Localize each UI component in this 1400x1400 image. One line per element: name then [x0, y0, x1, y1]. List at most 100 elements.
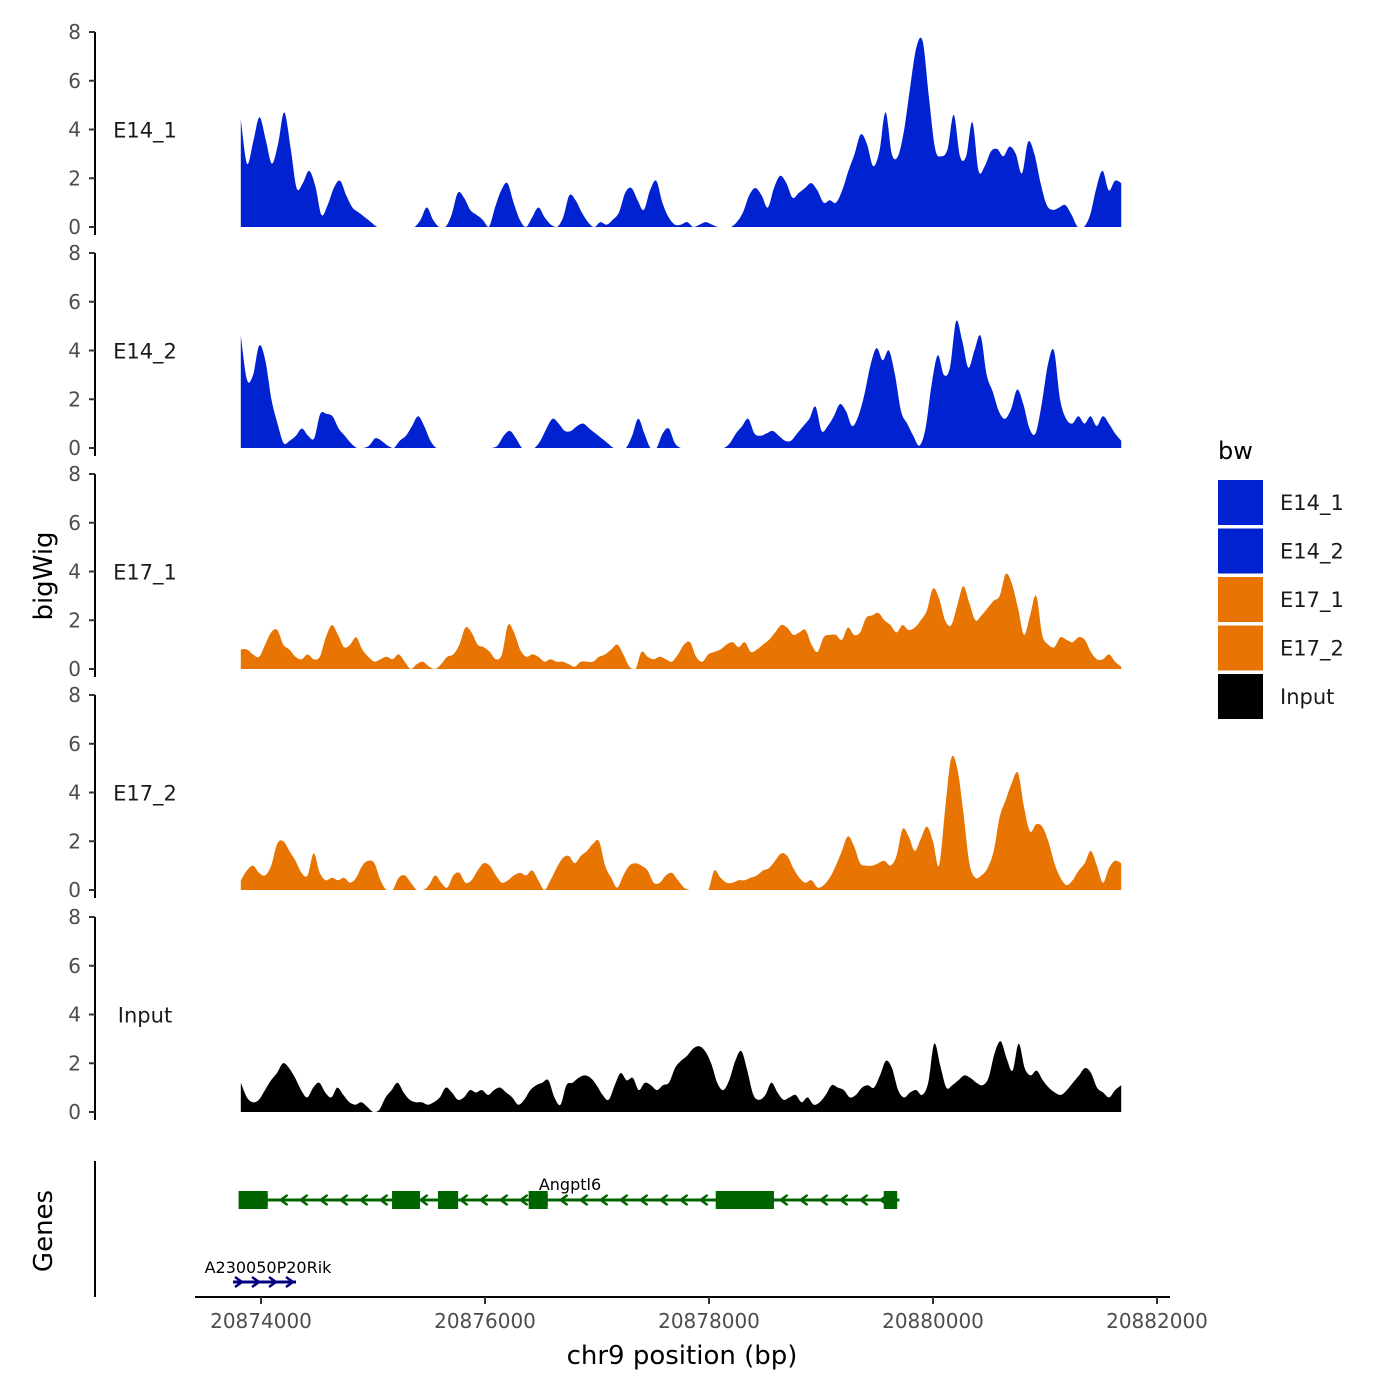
legend: bw E14_1 E14_2 E17_1 E17_2 Input [1218, 437, 1344, 719]
track-e14-2: 0 2 4 6 8 E14_2 [68, 241, 1122, 460]
strand-arrow [798, 1193, 809, 1207]
strand-arrow [338, 1193, 349, 1207]
legend-label: E17_2 [1280, 637, 1344, 662]
coverage-area [240, 37, 1122, 227]
y-tick-label: 8 [68, 20, 81, 44]
strand-arrow [778, 1193, 789, 1207]
coverage-area [240, 320, 1122, 448]
y-tick-label: 6 [68, 511, 81, 535]
legend-swatch [1218, 528, 1263, 574]
y-tick-label: 8 [68, 905, 81, 929]
track-label: E17_2 [113, 782, 177, 807]
strand-arrow [598, 1193, 609, 1207]
y-tick-label: 2 [68, 608, 81, 632]
y-tick-label: 8 [68, 683, 81, 707]
strand-arrow [618, 1193, 629, 1207]
exon [883, 1191, 898, 1209]
track-e17-2: 0 2 4 6 8 E17_2 [68, 683, 1122, 902]
genes-axis-title: Genes [29, 1190, 59, 1272]
strand-arrow [278, 1193, 289, 1207]
y-tick-label: 8 [68, 462, 81, 486]
y-tick-label: 2 [68, 387, 81, 411]
y-tick-label: 0 [68, 878, 81, 902]
y-tick-label: 6 [68, 954, 81, 978]
y-tick-label: 2 [68, 829, 81, 853]
y-tick-label: 0 [68, 657, 81, 681]
legend-item-input: Input [1218, 674, 1334, 719]
strand-arrow [698, 1193, 709, 1207]
y-tick-label: 6 [68, 69, 81, 93]
x-tick-label: 20882000 [1106, 1309, 1208, 1333]
exon [528, 1191, 548, 1209]
y-axis-title: bigWig [29, 531, 59, 620]
legend-title: bw [1218, 437, 1253, 465]
strand-arrow [378, 1193, 389, 1207]
strand-arrow [478, 1193, 489, 1207]
strand-arrow [658, 1193, 669, 1207]
coverage-area [240, 1041, 1122, 1112]
x-axis: 20874000 20876000 20878000 20880000 20882000 [195, 1296, 1208, 1333]
strand-arrow [418, 1193, 429, 1207]
exon [437, 1191, 459, 1209]
strand-arrow [251, 1275, 262, 1289]
track-e17-1: 0 2 4 6 8 E17_1 [68, 462, 1122, 681]
legend-swatch [1218, 625, 1263, 671]
y-tick-label: 4 [68, 560, 81, 584]
legend-label: E14_1 [1280, 491, 1344, 516]
x-tick-label: 20878000 [658, 1309, 760, 1333]
strand-arrow [318, 1193, 329, 1207]
legend-item-e14-2: E14_2 [1218, 528, 1344, 574]
legend-swatch [1218, 674, 1263, 719]
strand-arrow [285, 1275, 296, 1289]
y-tick-label: 4 [68, 339, 81, 363]
y-tick-label: 4 [68, 118, 81, 142]
y-tick-label: 4 [68, 1003, 81, 1027]
strand-arrow [518, 1193, 529, 1207]
y-tick-label: 6 [68, 290, 81, 314]
track-label: E14_2 [113, 340, 177, 365]
legend-item-e14-1: E14_1 [1218, 480, 1344, 525]
legend-swatch [1218, 577, 1263, 622]
exon [715, 1191, 774, 1209]
y-tick-label: 2 [68, 1051, 81, 1075]
strand-arrow [678, 1193, 689, 1207]
track-label: Input [118, 1004, 172, 1028]
y-tick-label: 8 [68, 241, 81, 265]
strand-arrow [268, 1275, 279, 1289]
strand-arrow [558, 1193, 569, 1207]
track-e14-1: 0 2 4 6 8 E14_1 [68, 20, 1122, 239]
gene-label: Angptl6 [539, 1175, 601, 1194]
strand-arrow [858, 1193, 869, 1207]
y-tick-label: 6 [68, 732, 81, 756]
x-tick-label: 20874000 [210, 1309, 312, 1333]
track-input: 0 2 4 6 8 Input [68, 905, 1122, 1124]
x-tick-label: 20880000 [882, 1309, 984, 1333]
legend-label: Input [1280, 685, 1334, 709]
strand-arrow [298, 1193, 309, 1207]
legend-label: E17_1 [1280, 588, 1344, 613]
genes-layer: Angptl6 A230050P20Rik [94, 1161, 900, 1297]
legend-item-e17-1: E17_1 [1218, 577, 1344, 622]
gene-label: A230050P20Rik [205, 1258, 333, 1277]
gene-a230050p20rik: A230050P20Rik [205, 1258, 333, 1289]
strand-arrow [638, 1193, 649, 1207]
strand-arrow [358, 1193, 369, 1207]
strand-arrow [838, 1193, 849, 1207]
legend-label: E14_2 [1280, 540, 1344, 565]
strand-arrow [498, 1193, 509, 1207]
y-tick-label: 0 [68, 215, 81, 239]
strand-arrow [458, 1193, 469, 1207]
exon [392, 1191, 421, 1209]
strand-arrow [578, 1193, 589, 1207]
legend-swatch [1218, 480, 1263, 525]
exon [238, 1191, 268, 1209]
coverage-area [240, 573, 1122, 669]
strand-arrow [818, 1193, 829, 1207]
coverage-area [240, 755, 1122, 890]
y-tick-label: 4 [68, 781, 81, 805]
track-label: E17_1 [113, 561, 177, 586]
y-tick-label: 0 [68, 436, 81, 460]
y-tick-label: 2 [68, 166, 81, 190]
track-label: E14_1 [113, 119, 177, 144]
